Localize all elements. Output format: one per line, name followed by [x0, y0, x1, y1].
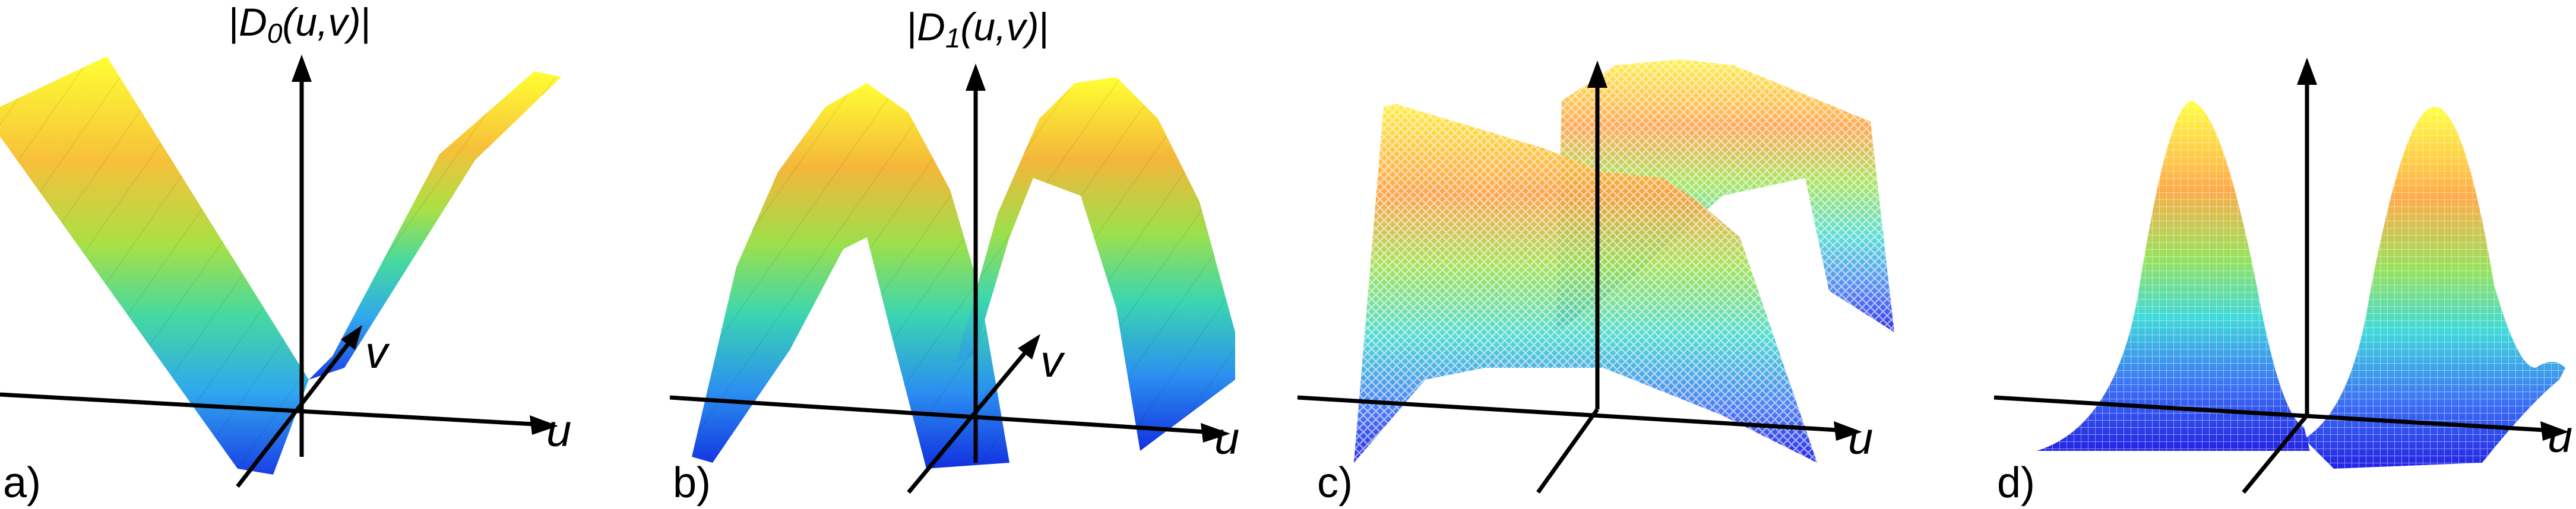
panel-d: d) u [1993, 58, 2572, 507]
panel-label-a: a) [3, 459, 41, 507]
panel-label-c: c) [1317, 459, 1353, 507]
function-label-b: |D1(u,v)| [907, 5, 1049, 53]
axes-c [1297, 61, 1862, 494]
axes-d [1993, 58, 2569, 494]
function-bar-right-b: | [1039, 5, 1049, 49]
function-label-a: |D0(u,v)| [229, 0, 371, 49]
function-symbol-b: D [917, 5, 945, 49]
axes-a [0, 55, 558, 488]
panel-label-d: d) [1997, 459, 2035, 507]
u-axis-label-c: u [1848, 413, 1873, 464]
surface-b [692, 77, 1235, 469]
panel-b: b) u v |D1(u,v)| [669, 5, 1239, 507]
surface-a [0, 56, 561, 475]
function-bar-left-b: | [907, 5, 917, 49]
function-bar-left-a: | [229, 0, 239, 44]
panel-a: a) u v |D0(u,v)| [0, 0, 571, 507]
function-args-a: (u,v) [282, 0, 360, 44]
u-axis-label-b: u [1214, 413, 1239, 464]
panel-label-b: b) [673, 459, 711, 507]
function-subscript-b: 1 [945, 23, 961, 53]
axes-b [669, 63, 1230, 494]
v-axis-label-a: v [365, 327, 390, 378]
function-bar-right-a: | [360, 0, 371, 44]
panel-c: c) u [1297, 59, 1894, 507]
v-axis-label-b: v [1040, 336, 1065, 387]
u-axis-label-a: u [546, 406, 571, 456]
surface-c [1354, 59, 1894, 463]
function-symbol-a: D [239, 0, 267, 44]
function-args-b: (u,v) [960, 5, 1039, 49]
function-subscript-a: 0 [267, 18, 283, 49]
surface-d [2037, 101, 2565, 469]
u-axis-label-d: u [2547, 412, 2572, 462]
